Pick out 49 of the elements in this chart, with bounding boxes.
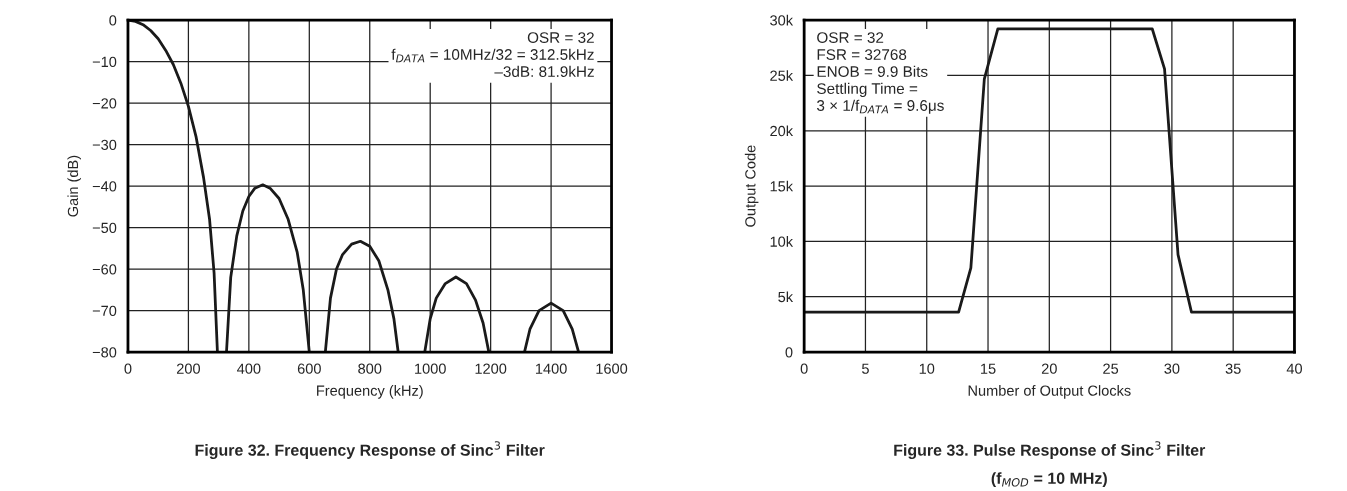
y-tick-label: −60 [92, 264, 117, 275]
x-tick-label: 30 [1164, 363, 1180, 374]
x-tick-label: 20 [1041, 363, 1057, 374]
annotation: –3dB: 81.9kHz [494, 65, 594, 77]
y-axis-title: Output Code [744, 145, 759, 227]
x-tick-label: 1600 [596, 363, 628, 374]
x-tick-label: 200 [176, 363, 201, 374]
y-tick-label: −30 [92, 139, 117, 151]
y-tick-label: 0 [785, 347, 793, 358]
x-tick-label: 800 [358, 363, 382, 374]
y-tick-label: 30k [770, 14, 794, 26]
x-axis-title: Number of Output Clocks [968, 385, 1131, 399]
annotation: FSR = 32768 [817, 49, 907, 60]
x-tick-label: 5 [861, 363, 869, 374]
annotation: Settling Time = [817, 82, 918, 98]
x-tick-label: 40 [1286, 363, 1303, 374]
x-tick-label: 25 [1103, 363, 1119, 374]
x-tick-label: 400 [237, 363, 261, 374]
x-tick-label: 1400 [535, 363, 567, 374]
y-tick-label: 20k [770, 125, 794, 137]
text: Figure 33. Pulse Response of Sinc$^{3}$ Filter [894, 441, 1206, 460]
x-tick-label: 0 [124, 363, 132, 374]
y-tick-label: −10 [92, 56, 117, 68]
y-tick-label: −40 [92, 181, 117, 192]
annotation: OSR = 32 [817, 32, 884, 43]
y-tick-label: 10k [770, 236, 794, 247]
y-tick-label: −50 [92, 222, 117, 234]
x-tick-label: 1200 [475, 363, 507, 374]
y-tick-label: −70 [92, 305, 117, 316]
y-axis-title: Gain (dB) [67, 155, 81, 217]
y-tick-label: −80 [92, 347, 117, 358]
annotation: 3 × 1/f$_{DATA}$ = 9.6μs [817, 99, 944, 114]
y-tick-label: −20 [92, 98, 117, 109]
x-axis-title: Frequency (kHz) [317, 385, 423, 399]
x-tick-label: 35 [1225, 363, 1241, 374]
x-tick-label: 10 [919, 363, 935, 374]
annotation: OSR = 32 [527, 32, 594, 43]
x-tick-label: 1000 [415, 363, 446, 374]
y-tick-label: 25k [770, 70, 794, 81]
text: (f$_{MOD}$ = 10 MHz) [991, 472, 1107, 488]
y-tick-label: 15k [770, 180, 794, 192]
y-tick-label: 0 [109, 15, 117, 26]
y-tick-label: 5k [778, 291, 794, 303]
annotation: f$_{DATA}$ = 10MHz/32 = 312.5kHz [391, 48, 594, 63]
x-tick-label: 600 [297, 363, 321, 374]
text: Figure 32. Frequency Response of Sinc$^{3}$ Filter [195, 441, 545, 460]
annotation: ENOB = 9.9 Bits [817, 65, 928, 77]
x-tick-label: 0 [800, 363, 808, 374]
x-tick-label: 15 [981, 363, 996, 374]
